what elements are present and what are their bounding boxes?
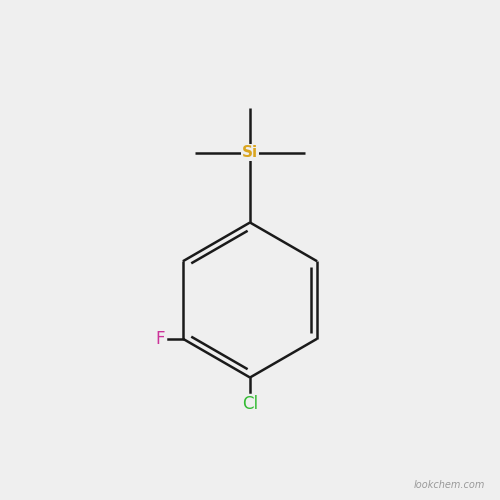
Text: Cl: Cl [242, 395, 258, 413]
Text: Si: Si [242, 145, 258, 160]
Text: lookchem.com: lookchem.com [414, 480, 485, 490]
Text: F: F [156, 330, 165, 348]
